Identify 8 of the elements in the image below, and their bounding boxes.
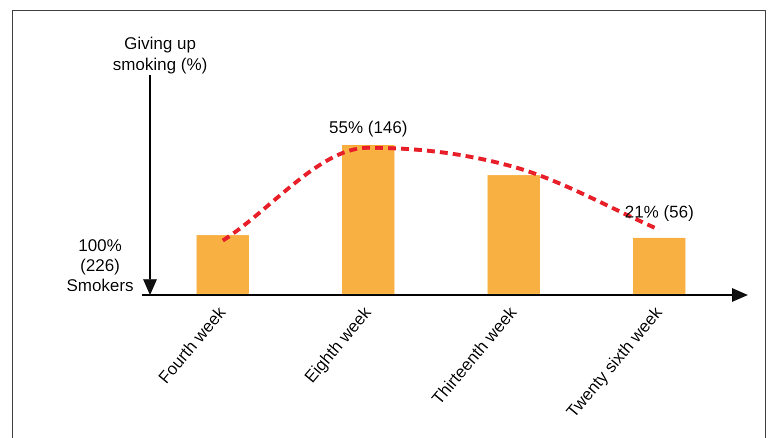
bar bbox=[633, 238, 686, 296]
bar bbox=[196, 235, 249, 296]
y-axis-title: Giving up smoking (%) bbox=[112, 34, 208, 74]
data-label: 21% (56) bbox=[624, 202, 694, 222]
data-label: 55% (146) bbox=[329, 118, 408, 138]
bar bbox=[342, 145, 394, 296]
text: 100% (226) Smokers bbox=[66, 236, 134, 296]
bar bbox=[488, 175, 540, 296]
